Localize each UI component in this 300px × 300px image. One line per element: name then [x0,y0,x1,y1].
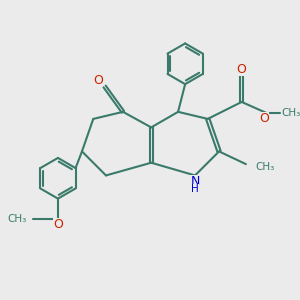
Text: O: O [93,74,103,87]
Text: O: O [53,218,63,231]
Text: CH₃: CH₃ [281,108,300,118]
Text: O: O [237,63,247,76]
Text: CH₃: CH₃ [256,162,275,172]
Text: H: H [191,184,199,194]
Text: N: N [190,175,200,188]
Text: O: O [259,112,269,125]
Text: CH₃: CH₃ [8,214,27,224]
